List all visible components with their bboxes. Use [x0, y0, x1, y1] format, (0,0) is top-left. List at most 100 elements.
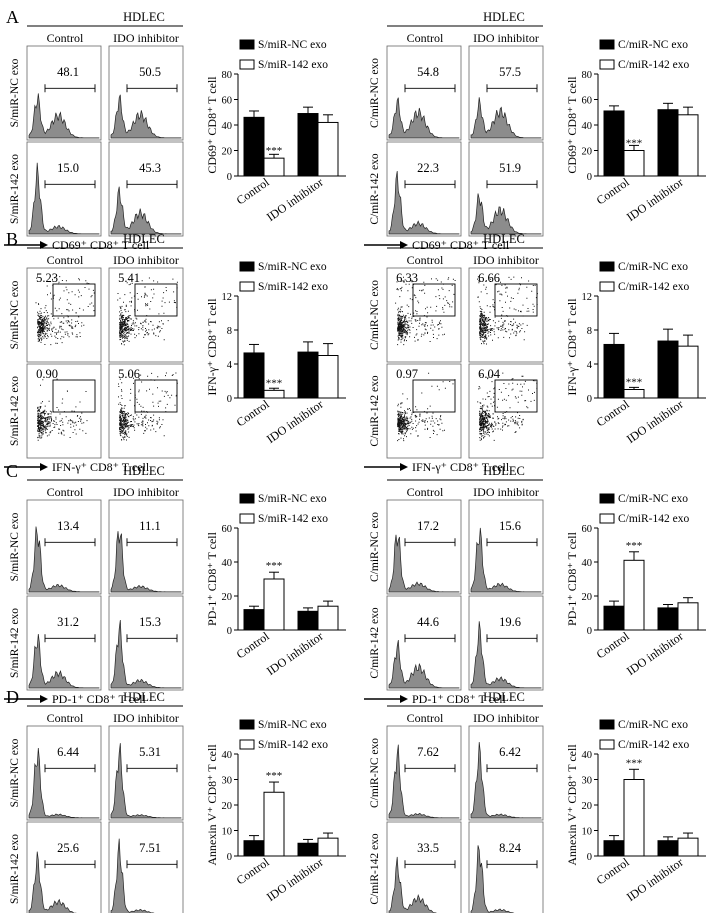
- y-tick-label: 0: [227, 852, 232, 863]
- y-tick-label: 0: [227, 626, 232, 637]
- facs-header: HDLEC: [123, 232, 165, 246]
- facs-plot: 51.9: [468, 141, 544, 237]
- facs-row-label: C/miR-142 exo: [369, 375, 381, 446]
- gate-value: 6.42: [499, 745, 521, 759]
- bar: [317, 355, 339, 399]
- x-tick-label: Control: [234, 175, 273, 208]
- histogram: [110, 743, 182, 819]
- legend-label: C/miR-NC exo: [618, 39, 688, 51]
- y-tick-label: 60: [222, 524, 233, 535]
- y-tick-label: 4: [587, 360, 593, 371]
- legend-swatch: [599, 493, 615, 504]
- histogram: [110, 838, 155, 913]
- significance-label: ***: [266, 560, 283, 572]
- y-tick-label: 20: [582, 147, 593, 158]
- significance-label: ***: [266, 145, 283, 157]
- facs-col-label: IDO inhibitor: [113, 253, 179, 267]
- facs-row-label: C/miR-NC exo: [369, 738, 381, 808]
- gate-value: 57.5: [499, 65, 521, 79]
- gate-value: 54.8: [417, 65, 439, 79]
- legend-swatch: [239, 513, 255, 524]
- legend-label: S/miR-142 exo: [258, 739, 328, 751]
- y-axis-label: CD69⁺ CD8⁺ T cell: [205, 76, 219, 174]
- legend-label: C/miR-142 exo: [618, 281, 689, 293]
- significance-label: ***: [626, 757, 643, 769]
- legend-label: S/miR-NC exo: [258, 719, 327, 731]
- facs-col-label: Control: [407, 253, 444, 267]
- y-tick-label: 40: [582, 750, 593, 761]
- facs-row-label: S/miR-142 exo: [9, 154, 21, 224]
- legend-label: S/miR-NC exo: [258, 39, 327, 51]
- y-axis-label: Annexin V⁺ CD8⁺ T cell: [565, 744, 579, 866]
- bar: [603, 110, 625, 177]
- panel-label-A: A: [6, 7, 19, 27]
- histogram: [28, 747, 100, 819]
- y-tick-label: 0: [587, 394, 592, 405]
- gate-value: 7.62: [417, 745, 439, 759]
- facs-axis-label: IFN-γ⁺ CD8⁺ T cell: [412, 460, 510, 474]
- facs-plot: 5.23: [26, 267, 102, 363]
- facs-col-label: IDO inhibitor: [473, 253, 539, 267]
- legend-label: S/miR-NC exo: [258, 493, 327, 505]
- legend-swatch: [239, 261, 255, 272]
- x-tick-label: Control: [234, 397, 273, 430]
- dot-cloud: [35, 276, 95, 346]
- legend-label: S/miR-142 exo: [258, 281, 328, 293]
- histogram: [388, 639, 460, 689]
- significance-label: ***: [266, 377, 283, 389]
- facs-col-label: IDO inhibitor: [113, 485, 179, 499]
- legend-label: C/miR-NC exo: [618, 261, 688, 273]
- facs-plot: 7.62: [386, 725, 462, 821]
- gate-value: 48.1: [57, 65, 79, 79]
- gate-value: 22.3: [417, 161, 439, 175]
- bar: [623, 150, 645, 177]
- legend-swatch: [599, 281, 615, 292]
- facs-plot: 7.51: [108, 821, 184, 913]
- bar: [243, 116, 265, 177]
- facs-header: HDLEC: [123, 464, 165, 478]
- bar: [263, 389, 285, 399]
- y-tick-label: 12: [582, 292, 593, 303]
- facs-axis-label: PD-1⁺ CD8⁺ T cell: [412, 692, 507, 706]
- y-tick-label: 20: [222, 147, 233, 158]
- x-tick-label: IDO inhibitor: [264, 175, 326, 224]
- facs-plot: 31.2: [26, 595, 102, 691]
- histogram: [470, 97, 542, 139]
- bar: [657, 607, 679, 631]
- legend-label: S/miR-NC exo: [258, 261, 327, 273]
- y-tick-label: 20: [222, 801, 233, 812]
- axis-arrow-head: [40, 463, 48, 471]
- facs-plot: 22.3: [386, 141, 462, 237]
- bar: [677, 345, 699, 399]
- facs-col-label: Control: [407, 485, 444, 499]
- histogram: [110, 186, 182, 235]
- bar: [297, 351, 319, 399]
- facs-col-label: IDO inhibitor: [113, 31, 179, 45]
- gate-value: 5.06: [118, 367, 140, 381]
- legend-label: C/miR-NC exo: [618, 719, 688, 731]
- y-tick-label: 30: [222, 776, 233, 787]
- facs-col-label: Control: [407, 31, 444, 45]
- gate-box: [134, 379, 178, 413]
- x-tick-label: IDO inhibitor: [624, 397, 686, 446]
- gate-box: [412, 283, 456, 317]
- gate-value: 50.5: [139, 65, 161, 79]
- bar: [263, 578, 285, 631]
- facs-col-label: Control: [47, 31, 84, 45]
- facs-plot: 15.3: [108, 595, 184, 691]
- facs-row-label: S/miR-142 exo: [9, 834, 21, 904]
- dot-cloud: [397, 372, 456, 442]
- histogram: [470, 621, 542, 689]
- legend-swatch: [239, 59, 255, 70]
- gate-value: 31.2: [57, 615, 79, 629]
- bar: [297, 113, 319, 177]
- significance-label: ***: [626, 138, 643, 150]
- x-tick-label: Control: [594, 175, 633, 208]
- gate-value: 44.6: [417, 615, 439, 629]
